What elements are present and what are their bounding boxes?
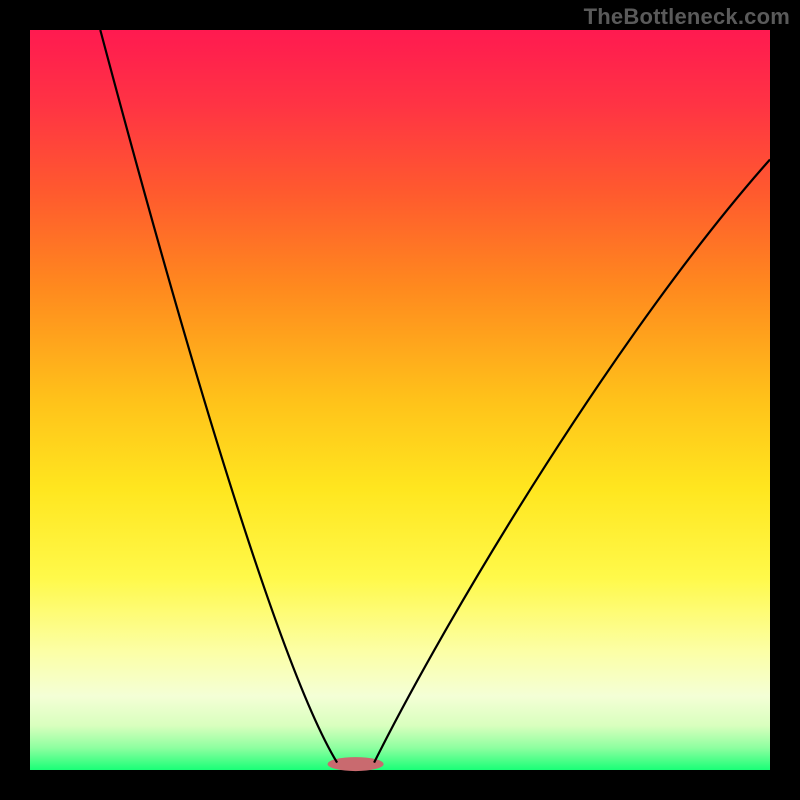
watermark-text: TheBottleneck.com — [584, 4, 790, 30]
plot-background — [30, 30, 770, 770]
chart-svg — [0, 0, 800, 800]
chart-container: { "watermark": { "text": "TheBottleneck.… — [0, 0, 800, 800]
